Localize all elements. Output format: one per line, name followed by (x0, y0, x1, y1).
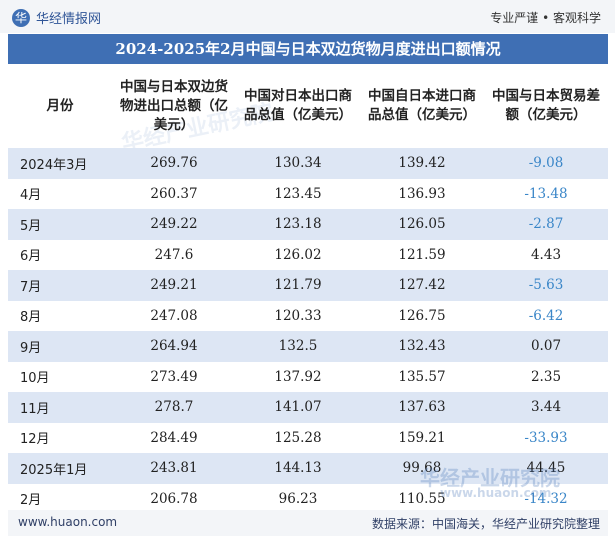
cell-import: 127.42 (398, 277, 446, 294)
cell-total: 206.78 (150, 490, 198, 507)
footer-source: 数据来源：中国海关，华经产业研究院整理 (371, 517, 600, 531)
top-bar: 华 华经情报网 专业严谨 • 客观科学 (0, 0, 615, 33)
cell-total: 269.76 (150, 155, 198, 172)
cell-import: 126.05 (398, 216, 446, 233)
column-header-import: 中国自日本进口商品总值（亿美元） (368, 88, 476, 123)
cell-balance: 2.35 (530, 368, 562, 385)
column-header-month: 月份 (46, 97, 74, 114)
cell-total: 264.94 (150, 338, 198, 355)
cell-total: 247.6 (154, 246, 194, 263)
cell-balance: 0.07 (530, 338, 562, 355)
table-row: 10月 273.49 137.92 135.57 2.35 (8, 361, 608, 392)
cell-month: 2月 (20, 493, 42, 509)
cell-import: 136.93 (398, 185, 446, 202)
cell-export: 126.02 (274, 246, 322, 263)
cell-month: 5月 (20, 218, 42, 234)
cell-balance: -5.63 (528, 277, 564, 294)
brand-logo-icon: 华 (12, 8, 30, 27)
cell-total: 273.49 (150, 368, 198, 385)
cell-month: 11月 (20, 401, 50, 417)
cell-balance: 4.43 (530, 246, 562, 263)
cell-month: 2024年3月 (20, 157, 88, 173)
table-row: 7月 249.21 121.79 127.42 -5.63 (8, 270, 608, 301)
cell-month: 9月 (20, 340, 42, 356)
brand-name: 华经情报网 (36, 12, 102, 27)
cell-balance: 44.45 (526, 460, 566, 477)
cell-total: 249.21 (150, 277, 198, 294)
cell-import: 139.42 (398, 155, 446, 172)
cell-balance: -6.42 (528, 307, 564, 324)
table-row: 11月 278.7 141.07 137.63 3.44 (8, 392, 608, 423)
cell-total: 249.22 (150, 216, 198, 233)
brand-tagline: 专业严谨 • 客观科学 (490, 11, 601, 25)
cell-balance: -14.32 (524, 490, 568, 507)
cell-month: 6月 (20, 249, 42, 265)
column-header-total: 中国与日本双边货物进出口总额（亿美元） (120, 78, 228, 133)
cell-total: 247.08 (150, 307, 198, 324)
cell-export: 144.13 (274, 460, 322, 477)
cell-export: 125.28 (274, 429, 322, 446)
cell-balance: -33.93 (524, 429, 568, 446)
cell-import: 159.21 (398, 429, 446, 446)
cell-import: 99.68 (402, 460, 442, 477)
footer: www.huaon.com 数据来源：中国海关，华经产业研究院整理 (8, 510, 608, 536)
cell-export: 120.33 (274, 307, 322, 324)
cell-total: 278.7 (154, 399, 194, 416)
cell-import: 135.57 (398, 368, 446, 385)
cell-balance: -2.87 (528, 216, 564, 233)
cell-export: 123.18 (274, 216, 322, 233)
cell-balance: -13.48 (524, 185, 568, 202)
cell-export: 96.23 (278, 490, 318, 507)
cell-month: 4月 (20, 188, 42, 204)
cell-import: 132.43 (398, 338, 446, 355)
footer-url[interactable]: www.huaon.com (18, 515, 118, 529)
table-header-row: 月份 中国与日本双边货物进出口总额（亿美元） 中国对日本出口商品总值（亿美元） … (8, 64, 608, 148)
cell-export: 132.5 (278, 338, 318, 355)
cell-import: 110.55 (398, 490, 446, 507)
cell-month: 12月 (20, 432, 50, 448)
cell-export: 121.79 (274, 277, 322, 294)
column-header-export: 中国对日本出口商品总值（亿美元） (244, 88, 352, 123)
table-row: 2月 206.78 96.23 110.55 -14.32 (8, 483, 608, 514)
cell-export: 123.45 (274, 185, 322, 202)
cell-import: 137.63 (398, 399, 446, 416)
cell-total: 243.81 (150, 460, 198, 477)
cell-total: 284.49 (150, 429, 198, 446)
cell-month: 10月 (20, 371, 50, 387)
cell-export: 137.92 (274, 368, 322, 385)
cell-month: 8月 (20, 310, 42, 326)
column-header-balance: 中国与日本贸易差额（亿美元） (492, 88, 600, 123)
cell-export: 141.07 (274, 399, 322, 416)
cell-import: 126.75 (398, 307, 446, 324)
table-title: 2024-2025年2月中国与日本双边货物月度进出口额情况 (8, 34, 608, 64)
cell-balance: 3.44 (530, 399, 562, 416)
cell-import: 121.59 (398, 246, 446, 263)
cell-export: 130.34 (274, 155, 322, 172)
table-row: 9月 264.94 132.5 132.43 0.07 (8, 331, 608, 362)
table-row: 2025年1月 243.81 144.13 99.68 44.45 (8, 453, 608, 484)
table-row: 8月 247.08 120.33 126.75 -6.42 (8, 300, 608, 331)
table-row: 12月 284.49 125.28 159.21 -33.93 (8, 422, 608, 453)
table-row: 4月 260.37 123.45 136.93 -13.48 (8, 178, 608, 209)
cell-month: 7月 (20, 279, 42, 295)
table-row: 5月 249.22 123.18 126.05 -2.87 (8, 209, 608, 240)
trade-table: 月份 中国与日本双边货物进出口总额（亿美元） 中国对日本出口商品总值（亿美元） … (8, 64, 608, 514)
table-row: 2024年3月 269.76 130.34 139.42 -9.08 (8, 148, 608, 179)
cell-balance: -9.08 (528, 155, 564, 172)
table-row: 6月 247.6 126.02 121.59 4.43 (8, 239, 608, 270)
cell-month: 2025年1月 (20, 462, 88, 478)
brand-logo[interactable]: 华 华经情报网 (12, 8, 101, 27)
cell-total: 260.37 (150, 185, 198, 202)
